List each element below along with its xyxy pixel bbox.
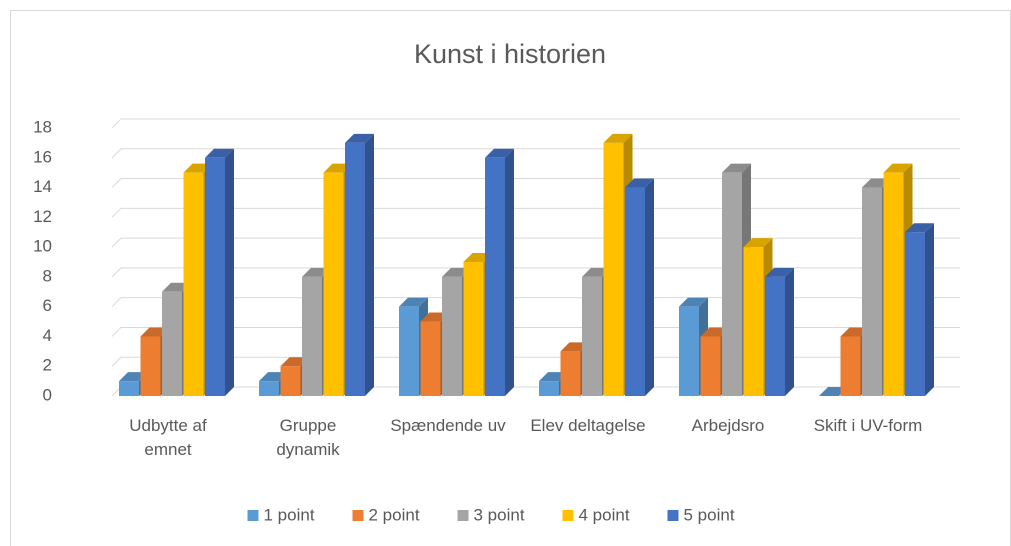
bar-front bbox=[743, 247, 764, 396]
bar-front bbox=[700, 336, 721, 396]
bar-front bbox=[463, 262, 484, 396]
bar-top bbox=[765, 267, 794, 277]
legend-label: 1 point bbox=[264, 505, 315, 524]
bar-front bbox=[162, 291, 182, 396]
bar-top bbox=[399, 297, 428, 307]
grid-line-segment bbox=[111, 297, 960, 308]
bar-side bbox=[925, 223, 934, 396]
legend-swatch bbox=[457, 510, 469, 521]
bar-side bbox=[365, 133, 374, 396]
bar-side bbox=[505, 148, 514, 396]
bar-front bbox=[399, 306, 419, 396]
y-tick-label: 16 bbox=[33, 147, 52, 166]
bar-top bbox=[743, 238, 773, 248]
y-tick-label: 2 bbox=[43, 356, 52, 375]
x-tick-label: Skift i UV-form bbox=[813, 416, 923, 435]
grid-line bbox=[111, 297, 960, 308]
bar-front bbox=[485, 157, 505, 396]
bar-front bbox=[539, 381, 559, 396]
bar bbox=[205, 148, 234, 396]
bar-front bbox=[582, 276, 602, 396]
bar-front bbox=[345, 142, 365, 396]
bar-top bbox=[205, 148, 234, 158]
bar-front bbox=[442, 276, 462, 396]
bar-side bbox=[225, 148, 234, 396]
bar bbox=[345, 133, 374, 396]
y-tick-label: 8 bbox=[43, 266, 52, 285]
grid-line-segment bbox=[111, 178, 960, 188]
bar-top bbox=[485, 148, 514, 158]
legend-label: 4 point bbox=[579, 505, 630, 524]
bar-front bbox=[722, 172, 742, 396]
x-tick-label: Elev deltagelse bbox=[530, 416, 646, 435]
bar-front bbox=[883, 172, 904, 396]
bar-front bbox=[679, 306, 699, 396]
y-tick-label: 18 bbox=[33, 117, 52, 136]
bar-front bbox=[862, 187, 882, 396]
bar-top bbox=[883, 163, 913, 173]
bar-top bbox=[603, 133, 633, 143]
bar-front bbox=[140, 336, 161, 396]
grid-line-segment bbox=[111, 267, 960, 278]
bar-front bbox=[323, 172, 344, 396]
grid-line bbox=[111, 118, 960, 129]
bar-front bbox=[840, 336, 861, 396]
y-tick-label: 10 bbox=[33, 237, 52, 256]
bar-front bbox=[420, 321, 441, 396]
bar-top bbox=[722, 163, 751, 173]
grid-line bbox=[111, 207, 960, 218]
x-tick-label: Gruppe dynamik bbox=[276, 416, 340, 459]
bar-side bbox=[785, 267, 794, 396]
bar-front bbox=[205, 157, 225, 396]
bar bbox=[905, 223, 934, 396]
legend-swatch bbox=[352, 510, 364, 521]
bar bbox=[765, 267, 794, 396]
bar bbox=[625, 178, 654, 396]
x-tick-label: Arbejdsro bbox=[691, 416, 765, 435]
x-tick-label: Udbytte af emnet bbox=[129, 416, 207, 459]
bar-front bbox=[560, 351, 581, 396]
y-tick-label: 4 bbox=[43, 326, 52, 345]
bar-top bbox=[345, 133, 374, 143]
bar-front bbox=[905, 232, 925, 396]
bar-front bbox=[302, 276, 322, 396]
x-tick-label: Spændende uv bbox=[390, 416, 506, 435]
bar-front bbox=[280, 366, 301, 396]
grid-line-segment bbox=[111, 237, 960, 248]
grid-line bbox=[111, 267, 960, 278]
grid-line-segment bbox=[111, 207, 960, 218]
bar-front bbox=[119, 381, 139, 396]
bar-front bbox=[183, 172, 204, 396]
chart-title: Kunst i historien bbox=[414, 39, 606, 69]
legend-swatch bbox=[667, 510, 679, 521]
grid-line-segment bbox=[111, 118, 960, 129]
bar-side bbox=[645, 178, 654, 396]
grid-line bbox=[111, 148, 960, 159]
grid-line bbox=[111, 237, 960, 248]
bar-front bbox=[603, 142, 624, 396]
legend-label: 3 point bbox=[474, 505, 525, 524]
bar-top bbox=[905, 223, 934, 233]
bar bbox=[485, 148, 514, 396]
grid-line-segment bbox=[111, 148, 960, 159]
bar-front bbox=[259, 381, 279, 396]
bar-top bbox=[679, 297, 708, 307]
y-tick-label: 0 bbox=[43, 385, 52, 404]
legend-label: 5 point bbox=[684, 505, 735, 524]
legend-swatch bbox=[247, 510, 259, 521]
grid-line bbox=[111, 178, 960, 188]
bar-top bbox=[625, 178, 654, 188]
legend-swatch bbox=[562, 510, 574, 521]
y-tick-label: 14 bbox=[33, 177, 52, 196]
bar-front bbox=[625, 187, 645, 396]
legend-label: 2 point bbox=[369, 505, 420, 524]
y-tick-label: 12 bbox=[33, 207, 52, 226]
y-tick-label: 6 bbox=[43, 296, 52, 315]
bar-front bbox=[765, 276, 785, 396]
